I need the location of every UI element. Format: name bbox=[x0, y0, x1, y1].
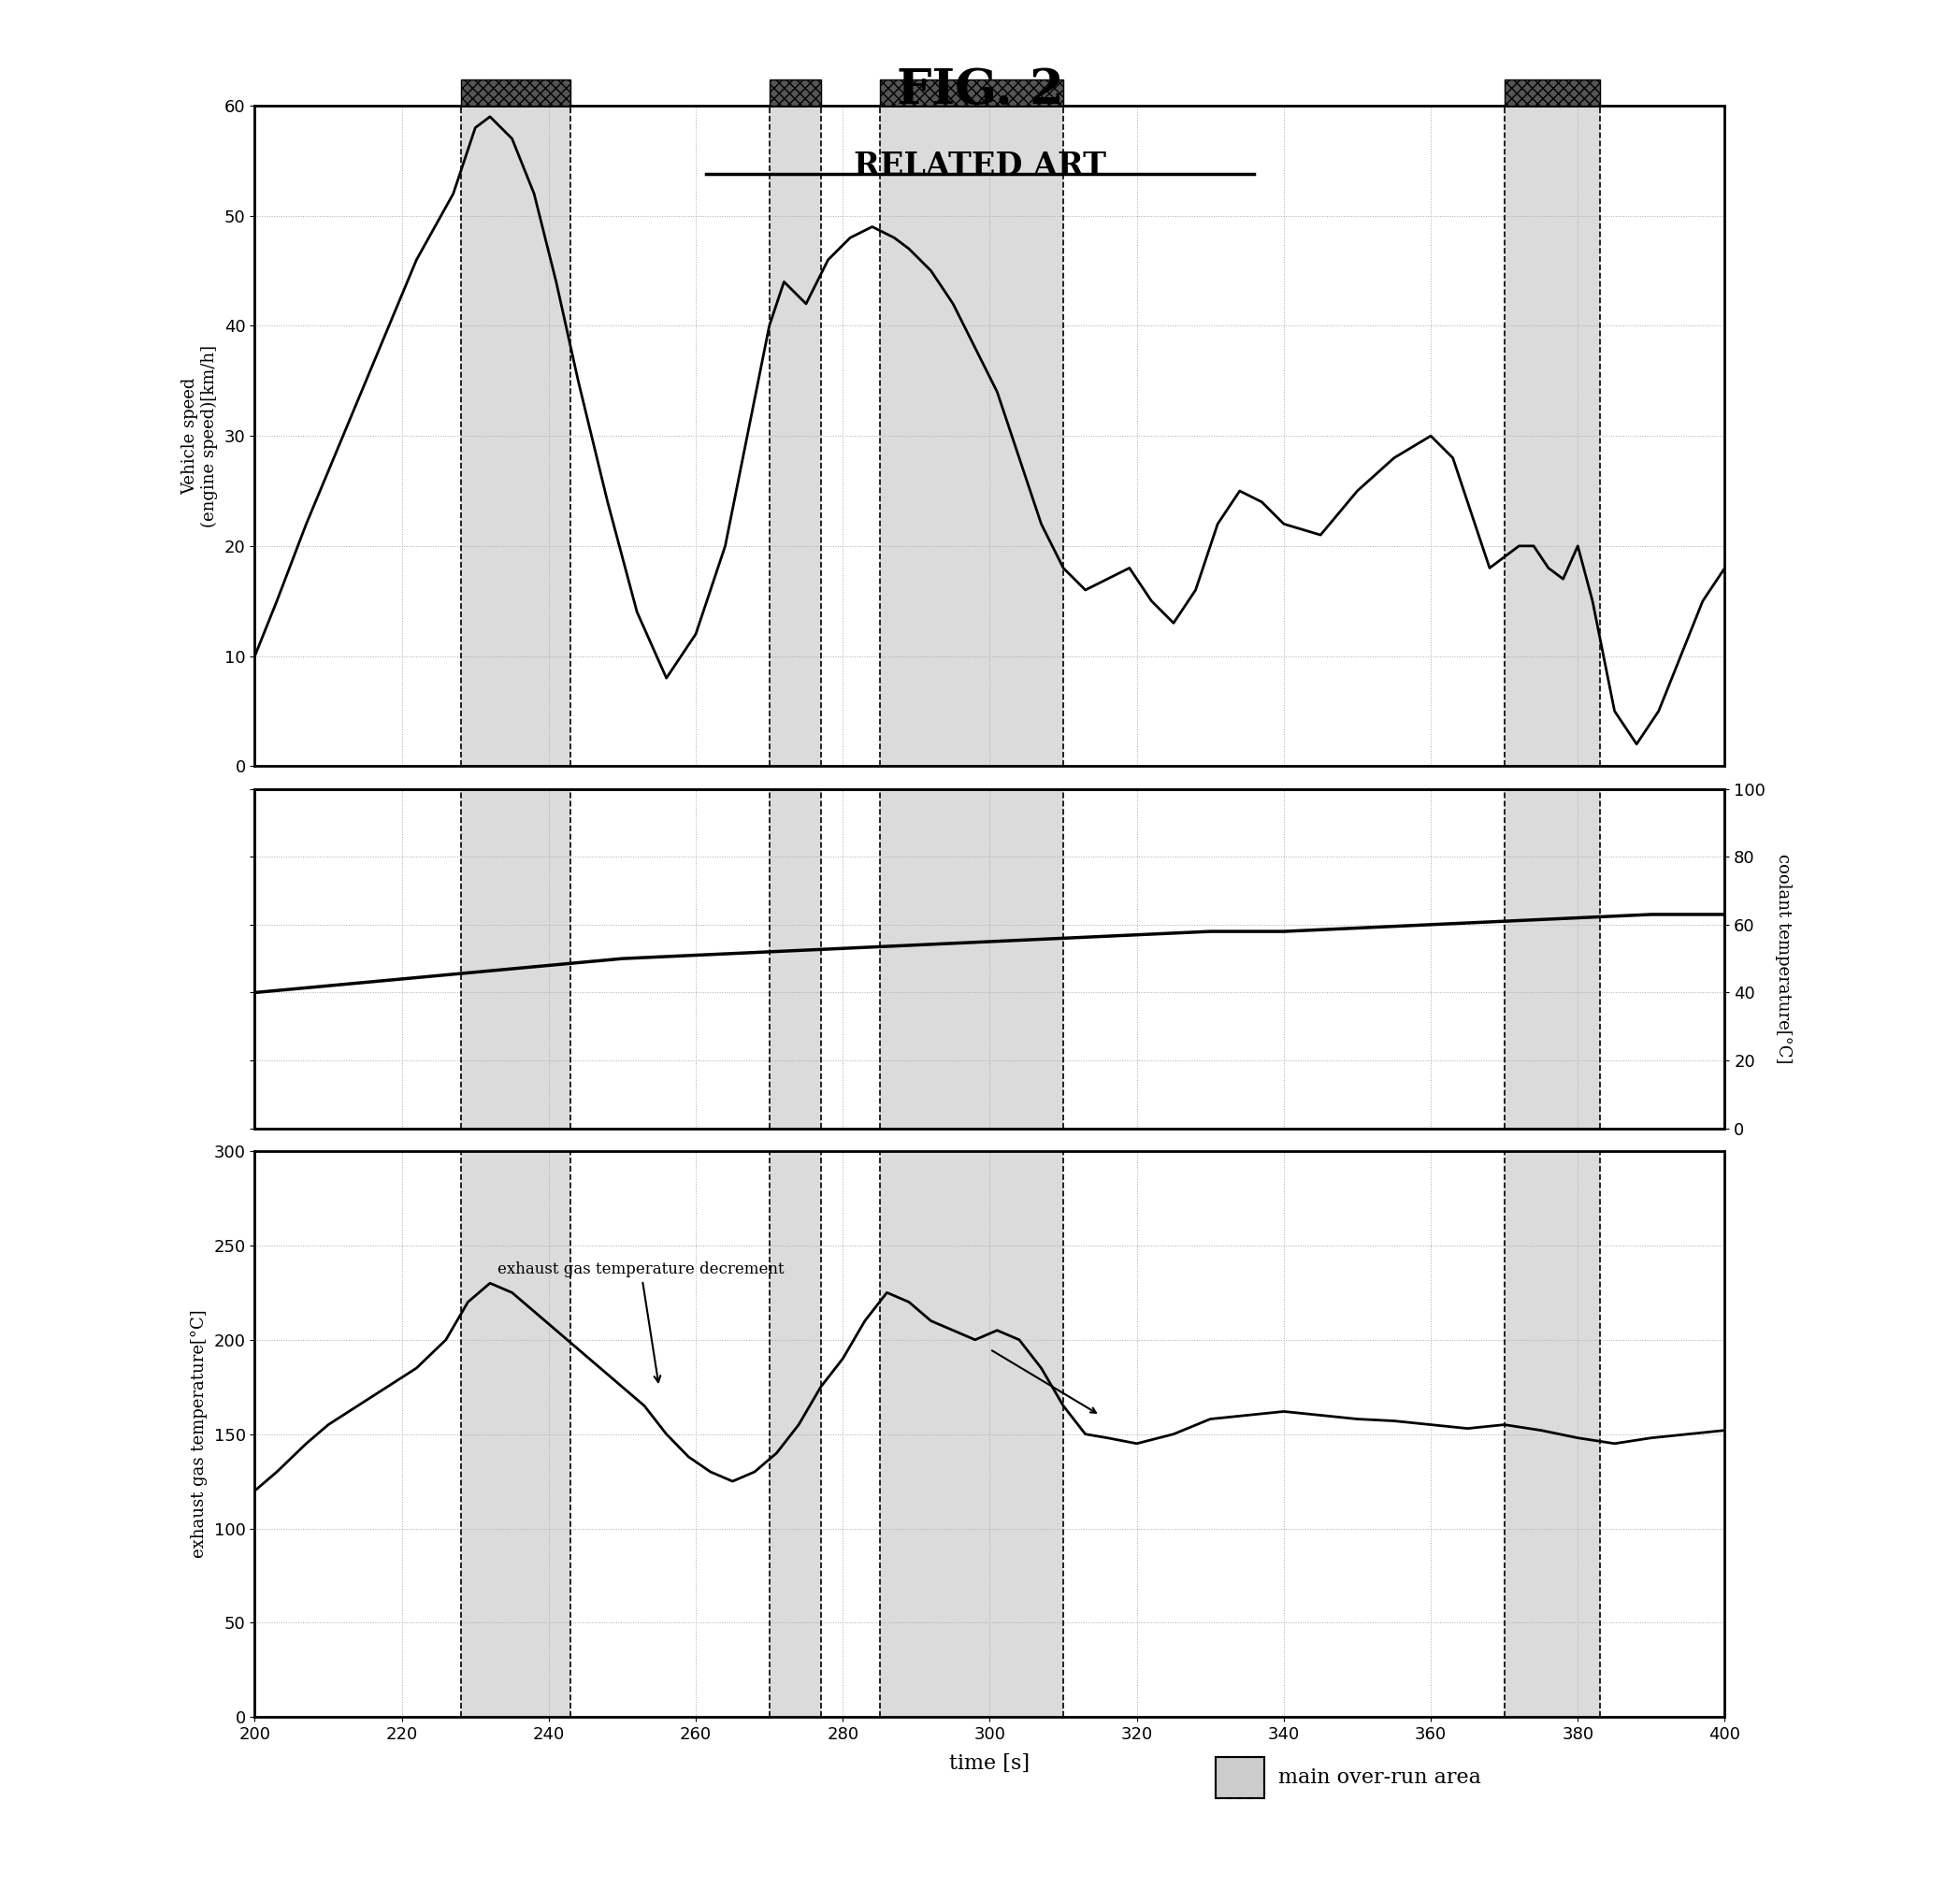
Bar bbox=[461, 789, 570, 1128]
Bar bbox=[880, 789, 1062, 1128]
Bar bbox=[1505, 789, 1599, 1128]
Y-axis label: coolant temperature[°C]: coolant temperature[°C] bbox=[1774, 853, 1791, 1064]
Bar bbox=[770, 106, 821, 766]
Bar bbox=[770, 79, 821, 106]
Text: exhaust gas temperature decrement: exhaust gas temperature decrement bbox=[498, 1262, 784, 1381]
Bar bbox=[1505, 106, 1599, 766]
Text: main over-run area: main over-run area bbox=[1278, 1768, 1480, 1787]
Bar bbox=[461, 1151, 570, 1717]
Bar bbox=[1505, 1151, 1599, 1717]
Bar bbox=[770, 789, 821, 1128]
Bar bbox=[461, 106, 570, 766]
Bar bbox=[461, 79, 570, 106]
Bar bbox=[1505, 79, 1599, 106]
Text: RELATED ART: RELATED ART bbox=[855, 151, 1105, 181]
Bar bbox=[880, 1151, 1062, 1717]
X-axis label: time [s]: time [s] bbox=[949, 1753, 1031, 1774]
Text: FIG. 2: FIG. 2 bbox=[896, 66, 1064, 113]
Y-axis label: Vehicle speed
(engine speed)[km/h]: Vehicle speed (engine speed)[km/h] bbox=[182, 345, 218, 526]
Bar bbox=[880, 106, 1062, 766]
Bar bbox=[880, 79, 1062, 106]
Y-axis label: exhaust gas temperature[°C]: exhaust gas temperature[°C] bbox=[190, 1310, 208, 1559]
Bar bbox=[770, 1151, 821, 1717]
